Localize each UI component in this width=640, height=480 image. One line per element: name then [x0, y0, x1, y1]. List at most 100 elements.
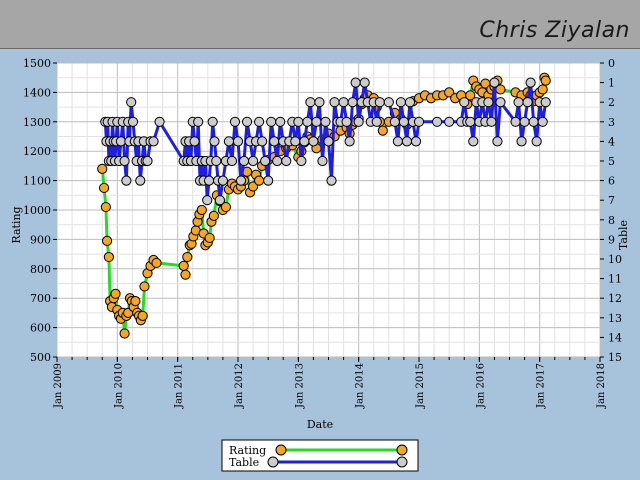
table-point — [404, 97, 416, 108]
table-point — [398, 116, 410, 127]
x-tick-label: Jan 2009 — [53, 363, 64, 409]
table-point — [468, 136, 479, 147]
x-tick-label: Jan 2013 — [294, 363, 305, 409]
rating-point — [377, 125, 388, 136]
legend-rating-marker-left — [275, 444, 287, 456]
table-point — [371, 116, 382, 127]
table-point — [223, 136, 235, 147]
y-axis-ticks: 500 600 700 800 900 1000 1100 1200 1300 1400 1500 — [23, 57, 57, 364]
table-point — [483, 97, 494, 108]
table-point — [350, 77, 361, 88]
rating-point — [180, 269, 191, 280]
table-point — [311, 116, 322, 127]
table-point — [281, 155, 292, 167]
table-point — [189, 136, 200, 147]
table-point — [459, 97, 470, 108]
table-point — [528, 116, 539, 127]
table-point — [126, 97, 137, 108]
y2-tick-label: 5 — [608, 155, 615, 168]
rating-point — [97, 163, 108, 174]
table-point — [495, 97, 506, 108]
rating-point — [119, 328, 130, 339]
table-point — [241, 116, 253, 127]
y-tick-label: 900 — [30, 233, 51, 246]
table-point — [142, 155, 153, 167]
y-axis-label: Rating — [10, 206, 23, 243]
rating-point — [182, 251, 193, 263]
table-point — [383, 97, 394, 108]
rating-point — [178, 260, 189, 271]
table-point — [272, 155, 283, 167]
table-point — [202, 195, 213, 206]
table-point — [299, 136, 310, 147]
x-tick-label: Jan 2012 — [234, 363, 245, 409]
legend-rating-marker-right — [396, 444, 408, 456]
table-point — [359, 77, 370, 88]
rating-point — [151, 257, 162, 269]
x-axis-label: Date — [307, 418, 333, 431]
legend-table-label: Table — [229, 456, 259, 469]
table-point — [193, 116, 204, 127]
y-tick-label: 1000 — [23, 204, 51, 217]
table-point — [489, 77, 500, 88]
table-point — [154, 116, 165, 127]
y2-tick-label: 1 — [608, 77, 615, 90]
table-point — [395, 97, 406, 108]
rating-point — [537, 84, 548, 95]
x-tick-label: Jan 2011 — [174, 363, 185, 409]
table-point — [510, 116, 521, 127]
table-point — [338, 97, 349, 108]
table-point — [492, 136, 503, 147]
table-point — [401, 136, 413, 147]
x-tick-label: Jan 2017 — [536, 363, 547, 409]
y2-tick-label: 15 — [608, 351, 622, 364]
table-point — [238, 155, 250, 167]
table-point — [254, 116, 265, 127]
rating-point — [254, 175, 265, 186]
table-series — [100, 77, 551, 206]
table-point — [320, 116, 331, 127]
table-point — [344, 136, 355, 147]
y-tick-label: 1400 — [23, 86, 51, 99]
rating-point — [247, 181, 259, 192]
y2-tick-label: 14 — [608, 331, 622, 344]
y2-tick-label: 0 — [608, 57, 615, 70]
table-point — [229, 116, 241, 127]
table-point — [305, 97, 316, 108]
table-point — [413, 116, 425, 127]
rating-point — [444, 87, 455, 98]
table-point — [329, 97, 340, 108]
table-point — [263, 175, 274, 186]
rating-point — [103, 251, 114, 263]
x-tick-label: Jan 2016 — [475, 363, 486, 409]
rating-point — [220, 201, 232, 213]
table-point — [537, 116, 548, 127]
legend-table-marker-left — [267, 456, 279, 468]
x-tick-label: Jan 2014 — [355, 363, 366, 409]
table-point — [209, 136, 220, 147]
table-point — [211, 155, 222, 167]
y2-tick-label: 11 — [608, 273, 622, 286]
y-tick-label: 1200 — [23, 145, 51, 158]
table-point — [275, 116, 286, 127]
table-point — [317, 155, 328, 167]
x-tick-label: Jan 2018 — [596, 363, 607, 409]
y2-tick-label: 6 — [608, 175, 615, 188]
y2-tick-label: 4 — [608, 135, 615, 148]
y2-tick-label: 8 — [608, 214, 615, 227]
y2-tick-label: 3 — [608, 116, 615, 129]
table-point — [217, 175, 229, 186]
table-point — [135, 175, 146, 186]
legend-box — [221, 439, 419, 472]
table-point — [347, 97, 358, 108]
y2-tick-label: 9 — [608, 233, 615, 246]
table-point — [326, 175, 337, 186]
rating-point — [137, 310, 148, 321]
table-point — [519, 116, 530, 127]
y2-tick-label: 10 — [608, 253, 622, 266]
table-point — [269, 136, 280, 147]
table-point — [444, 116, 455, 127]
table-point — [207, 116, 218, 127]
table-point — [513, 97, 524, 108]
